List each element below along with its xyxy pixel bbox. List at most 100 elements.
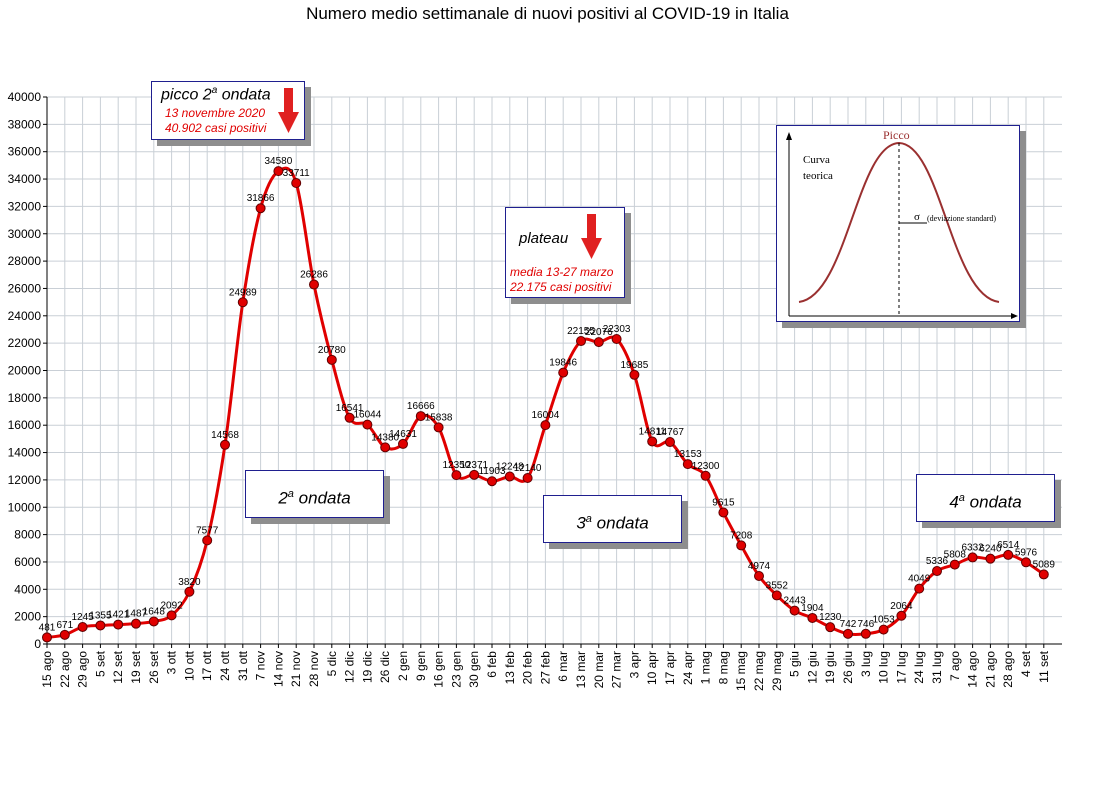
x-tick-label: 24 lug <box>912 651 926 684</box>
inset-sigma-label: (deviazione standard) <box>927 214 997 223</box>
data-label: 6332 <box>961 542 984 553</box>
data-point <box>326 354 337 365</box>
data-label: 1904 <box>801 603 824 614</box>
y-tick-label: 22000 <box>8 336 42 350</box>
peak-annotation-date: 13 novembre 2020 <box>165 106 266 120</box>
data-point <box>629 369 640 380</box>
data-point <box>736 540 747 551</box>
x-tick-label: 24 apr <box>681 651 695 685</box>
data-label: 20780 <box>318 345 346 356</box>
data-point <box>611 334 622 345</box>
x-tick-label: 12 set <box>111 650 125 683</box>
data-point <box>949 559 960 570</box>
y-tick-label: 4000 <box>14 582 41 596</box>
data-label: 2443 <box>783 596 806 607</box>
data-label: 6240 <box>979 544 1002 555</box>
data-point <box>522 472 533 483</box>
x-tick-label: 12 dic <box>343 651 357 683</box>
x-tick-label: 10 apr <box>645 651 659 685</box>
wave-2-label: 2a ondata <box>245 470 384 518</box>
data-point <box>202 535 213 546</box>
x-tick-label: 21 ago <box>983 651 997 688</box>
data-point <box>184 586 195 597</box>
theoretical-curve-inset: Picco Curva teorica σ (deviazione standa… <box>776 125 1020 322</box>
x-tick-label: 29 ago <box>76 651 90 688</box>
data-point <box>665 437 675 448</box>
data-label: 15838 <box>425 412 453 423</box>
x-tick-label: 26 giu <box>841 651 855 684</box>
data-point <box>843 628 853 639</box>
data-label: 12248 <box>496 462 524 473</box>
data-point <box>576 336 586 347</box>
chart-title: Numero medio settimanale di nuovi positi… <box>306 4 789 23</box>
x-tick-label: 31 ott <box>236 650 250 681</box>
x-tick-label: 28 nov <box>307 651 321 687</box>
x-tick-label: 2 gen <box>396 651 410 681</box>
y-tick-label: 40000 <box>8 90 42 104</box>
peak-annotation-title: picco 2a ondata <box>161 85 271 104</box>
data-label: 2064 <box>890 601 913 612</box>
data-label: 5976 <box>1015 547 1038 558</box>
x-tick-label: 17 apr <box>663 651 677 685</box>
data-label: 7208 <box>730 530 753 541</box>
x-tick-label: 4 set <box>1019 650 1033 677</box>
x-tick-label: 3 apr <box>627 651 641 678</box>
x-tick-label: 1 mag <box>699 651 713 684</box>
data-point <box>647 436 658 447</box>
data-label: 19846 <box>549 358 577 369</box>
data-point <box>309 279 319 290</box>
inset-sigma-symbol: σ <box>914 211 920 223</box>
data-label: 746 <box>857 619 874 630</box>
down-arrow-icon <box>581 214 602 259</box>
y-tick-label: 24000 <box>8 309 42 323</box>
data-point <box>771 590 782 601</box>
data-point <box>433 422 444 433</box>
data-label: 14631 <box>389 429 417 440</box>
data-label: 1487 <box>125 609 148 620</box>
data-label: 6514 <box>997 540 1020 551</box>
data-point <box>1003 549 1014 560</box>
x-tick-label: 15 ago <box>40 651 54 688</box>
data-point <box>148 616 159 627</box>
x-tick-label: 5 giu <box>788 651 802 677</box>
data-point <box>754 570 764 581</box>
peak-annotation-cases: 40.902 casi positivi <box>165 121 267 135</box>
data-label: 4974 <box>748 561 771 572</box>
data-label: 12300 <box>692 461 720 472</box>
data-point <box>362 419 373 430</box>
data-label: 12350 <box>442 460 470 471</box>
down-arrow-icon <box>278 88 299 133</box>
y-tick-label: 28000 <box>8 254 42 268</box>
x-tick-label: 6 feb <box>485 651 499 678</box>
x-tick-label: 24 ott <box>218 650 232 681</box>
data-label: 22155 <box>567 326 595 337</box>
x-tick-label: 31 lug <box>930 651 944 684</box>
x-tick-label: 14 nov <box>271 651 285 687</box>
y-tick-label: 2000 <box>14 610 41 624</box>
data-label: 1053 <box>872 615 895 626</box>
y-tick-label: 26000 <box>8 281 42 295</box>
data-label: 14811 <box>639 426 667 437</box>
x-tick-label: 5 set <box>93 650 107 677</box>
data-label: 16004 <box>531 410 559 421</box>
x-tick-label: 12 giu <box>805 651 819 684</box>
data-label: 1230 <box>819 612 842 623</box>
data-point <box>540 420 551 431</box>
x-tick-label: 5 dic <box>325 651 339 676</box>
data-label: 34580 <box>264 156 292 167</box>
y-tick-label: 0 <box>34 637 41 651</box>
data-label: 3820 <box>178 577 201 588</box>
data-point <box>469 469 480 480</box>
data-point <box>504 471 515 482</box>
x-tick-label: 11 set <box>1037 650 1051 682</box>
data-point <box>273 166 284 177</box>
plateau-annotation-cases: 22.175 casi positivi <box>510 280 612 294</box>
peak-annotation-box: picco 2a ondata 13 novembre 2020 40.902 … <box>151 81 305 140</box>
data-label: 5336 <box>926 556 949 567</box>
data-point <box>718 507 729 518</box>
y-tick-label: 38000 <box>8 117 42 131</box>
data-point <box>131 618 141 629</box>
data-point <box>59 629 70 640</box>
data-label: 9615 <box>712 498 735 509</box>
